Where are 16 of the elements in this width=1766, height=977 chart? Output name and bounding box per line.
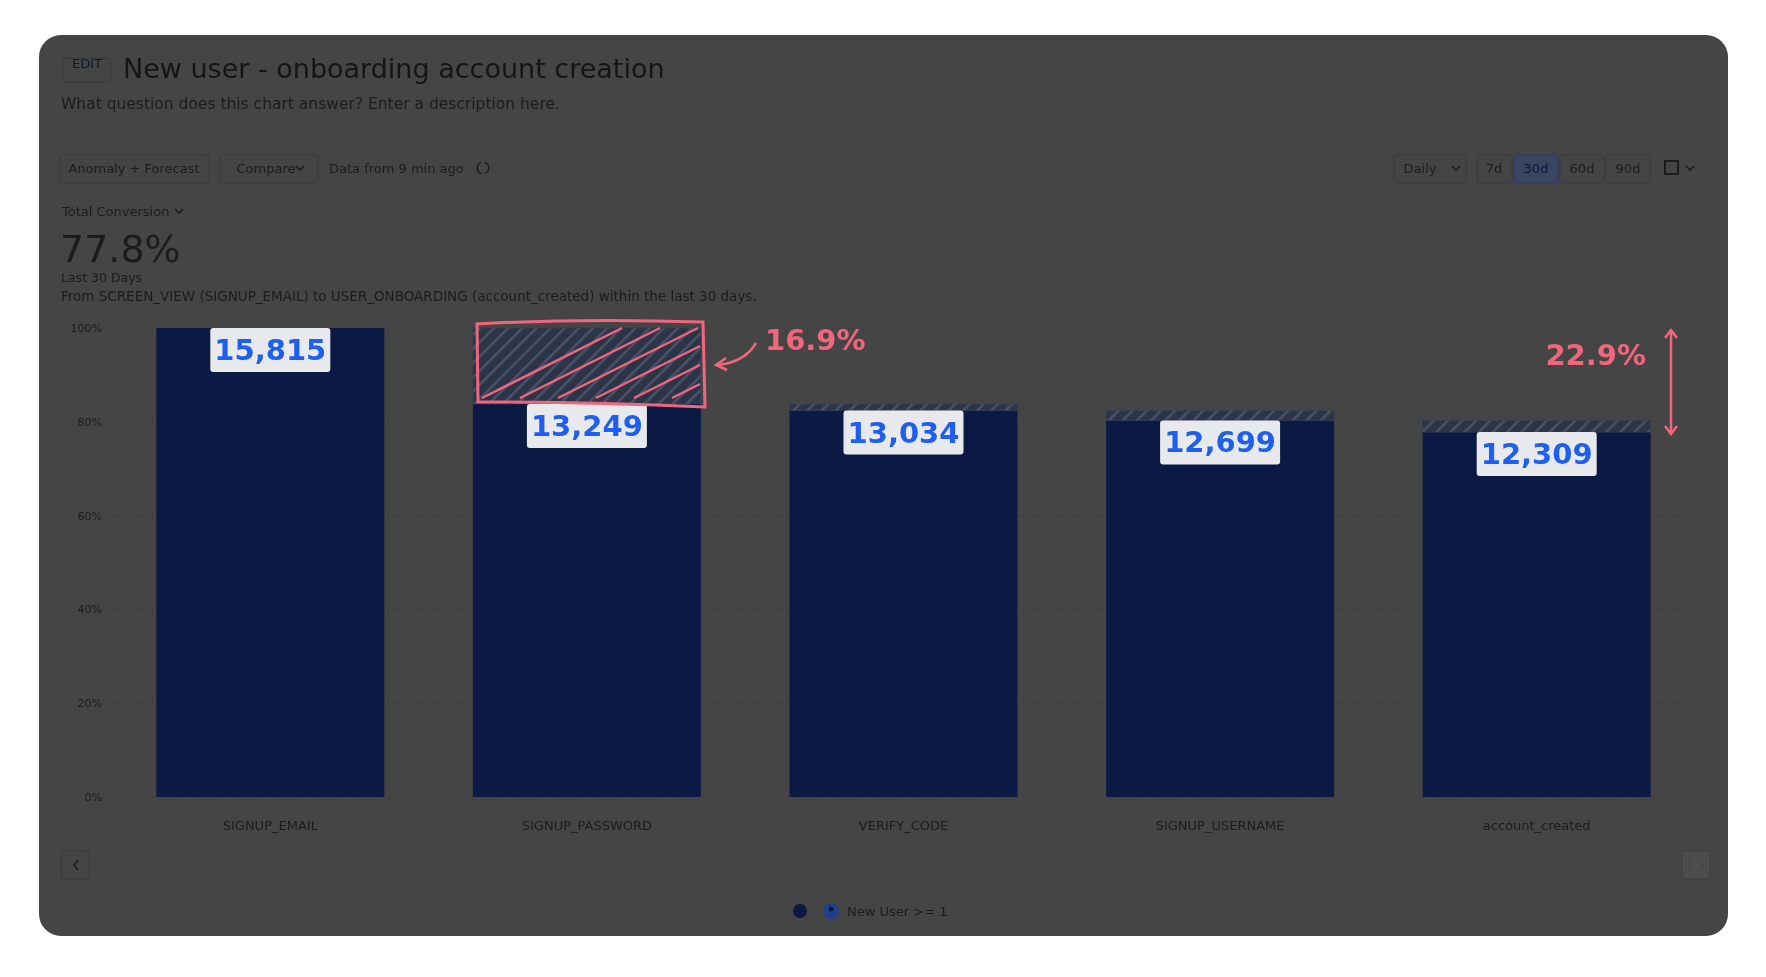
annotation: 13,249 — [530, 408, 643, 443]
annotation: 13,034 — [847, 415, 960, 450]
annotation: 12,699 — [1164, 425, 1277, 460]
bar — [1422, 432, 1651, 797]
bar — [472, 403, 701, 797]
bar — [1106, 420, 1335, 797]
annotation: 12,309 — [1480, 437, 1593, 472]
annotation: 16.9% — [765, 323, 866, 357]
bar — [1105, 410, 1335, 421]
bar — [789, 403, 1018, 411]
annotation: 22.9% — [1545, 338, 1646, 372]
bar — [789, 410, 1018, 797]
bar — [1422, 420, 1651, 433]
text: EDIT — [72, 56, 103, 71]
bar — [156, 328, 385, 797]
annotation: 15,815 — [214, 333, 327, 367]
